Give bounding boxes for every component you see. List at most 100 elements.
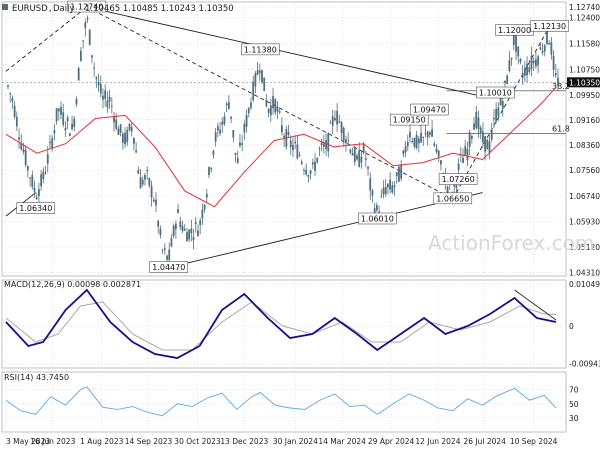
macd-line: [5, 288, 557, 359]
candle-body: [88, 29, 91, 45]
candle-body: [554, 73, 557, 76]
candle-body: [417, 138, 420, 144]
header-separator: ,: [49, 4, 52, 14]
candle-body: [431, 129, 433, 137]
x-tick-label: 26 Jul 2024: [463, 437, 506, 446]
rsi-panel: [5, 386, 557, 417]
candle-body: [20, 142, 23, 150]
y-tick-label: 1.05930: [569, 218, 600, 227]
candle-body: [283, 135, 286, 139]
candle-body: [35, 197, 38, 200]
candle-body: [124, 132, 126, 145]
candle-body: [287, 131, 290, 135]
candle-body: [345, 139, 347, 144]
header-symbol: EURUSD: [12, 4, 48, 14]
candle-body: [274, 99, 277, 113]
macd-tick-label: 0: [569, 322, 574, 331]
y-tick-label: 1.07560: [569, 166, 600, 175]
candle-body: [64, 127, 67, 131]
candle-body: [199, 220, 202, 226]
candle-body: [201, 209, 204, 219]
candle-body: [7, 85, 9, 87]
candle-body: [91, 55, 93, 58]
price-annotation: 1.07260: [438, 173, 478, 185]
candle-body: [479, 127, 482, 134]
candle-body: [223, 116, 226, 124]
candle-body: [168, 249, 171, 260]
candle-body: [557, 77, 559, 86]
candle-body: [380, 195, 383, 197]
dashed-up: [452, 26, 551, 200]
candle-body: [26, 166, 29, 171]
candle-body: [395, 172, 398, 176]
candle-body: [139, 176, 142, 189]
y-tick-label: 1.12400: [569, 14, 600, 23]
candle-body: [490, 129, 493, 140]
candle-body: [528, 67, 531, 73]
y-tick-label: 1.06740: [569, 192, 600, 201]
annotation-text: 1.12000: [498, 26, 531, 35]
candle-body: [382, 187, 385, 195]
candle-body: [314, 161, 316, 171]
candle-body: [252, 81, 255, 101]
candle-body: [227, 102, 230, 109]
price-annotation: 1.06340: [16, 202, 56, 214]
candle-body: [420, 132, 422, 143]
macd-title-group: MACD(12,26,9) 0.00098 0.002871: [4, 280, 141, 289]
candle-body: [358, 150, 361, 167]
candle-body: [159, 228, 162, 236]
rsi-title-group: RSI(14) 43.7450: [4, 373, 69, 382]
candlestick-series: [7, 15, 559, 269]
annotation-text: 1.12740: [70, 3, 103, 12]
candle-body: [546, 30, 548, 44]
candle-body: [130, 127, 133, 132]
candle-body: [18, 137, 20, 140]
ma-line: [5, 86, 557, 208]
candle-body: [192, 237, 195, 241]
x-tick-label: 10 Sep 2024: [510, 437, 558, 446]
candle-body: [230, 116, 232, 119]
candle-body: [163, 248, 166, 250]
annotation-box: [16, 202, 56, 214]
y-tick-label: 1.05120: [569, 243, 600, 252]
candle-body: [148, 178, 151, 186]
x-tick-label: 1 Aug 2023: [80, 437, 123, 446]
candle-body: [214, 132, 217, 142]
candle-body: [57, 108, 60, 112]
candle-body: [327, 133, 330, 152]
candle-body: [539, 47, 542, 50]
candle-body: [9, 93, 12, 95]
candle-body: [523, 68, 526, 76]
candle-body: [406, 141, 409, 147]
candle-body: [232, 129, 235, 138]
candle-body: [77, 68, 80, 81]
y-tick-label: 1.04310: [569, 269, 600, 278]
candle-body: [292, 145, 294, 151]
candle-body: [402, 150, 405, 155]
candle-body: [82, 40, 85, 42]
candle-body: [550, 42, 553, 55]
candle-body: [135, 150, 138, 153]
candle-body: [455, 181, 458, 189]
candle-body: [320, 142, 323, 146]
candle-body: [60, 106, 62, 115]
candle-body: [141, 179, 144, 185]
candle-body: [86, 18, 89, 20]
candle-body: [210, 168, 213, 170]
candle-body: [364, 158, 367, 161]
candle-body: [247, 107, 250, 114]
candle-body: [150, 186, 153, 198]
candle-body: [400, 164, 403, 179]
candle-body: [99, 83, 102, 94]
price-annotation: 1.12000: [495, 24, 534, 36]
candle-body: [119, 124, 122, 133]
candle-body: [307, 175, 310, 177]
macd-tick-label: 0.01049: [569, 280, 600, 289]
candle-body: [493, 117, 495, 120]
candle-body: [53, 130, 56, 134]
candle-body: [409, 131, 411, 138]
dashed-fall: [86, 6, 454, 200]
candle-body: [296, 144, 299, 159]
candle-body: [263, 77, 266, 91]
